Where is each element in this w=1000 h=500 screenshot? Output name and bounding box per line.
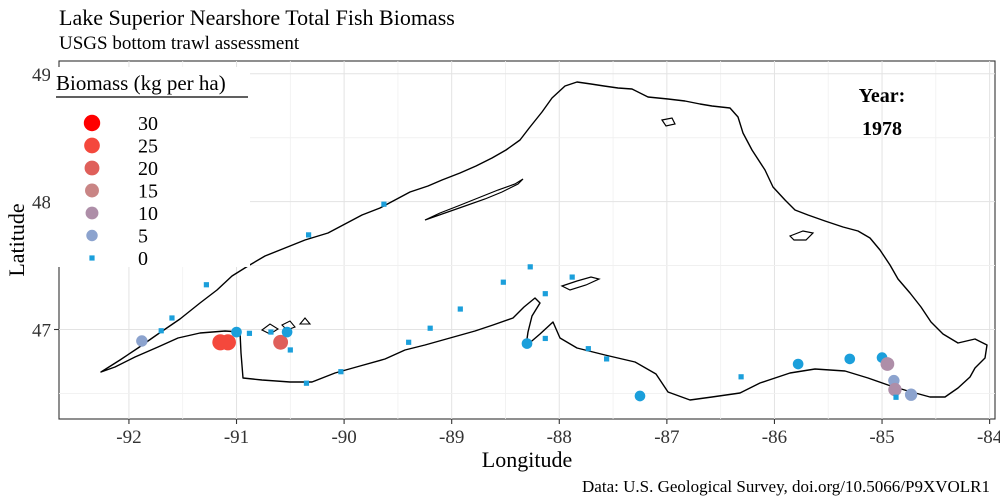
survey-point xyxy=(268,329,274,335)
legend-background xyxy=(50,67,250,267)
survey-point xyxy=(792,358,804,370)
legend-label: 20 xyxy=(138,158,158,180)
x-tick-label: -84 xyxy=(977,427,1000,448)
x-tick-label: -87 xyxy=(654,427,679,448)
y-axis: 47 48 49 xyxy=(32,65,59,342)
survey-point xyxy=(169,315,175,321)
survey-point xyxy=(231,326,242,338)
legend-label: 15 xyxy=(138,181,158,203)
legend-label: 0 xyxy=(138,248,148,270)
survey-point xyxy=(604,356,610,362)
survey-point xyxy=(273,334,289,350)
year-label: Year: xyxy=(859,85,906,107)
legend-key xyxy=(84,160,100,176)
survey-point xyxy=(904,388,918,401)
x-axis-label: Longitude xyxy=(482,447,572,472)
legend-key xyxy=(84,137,100,154)
x-axis: -92 -91 -90 -89 -88 -87 -86 -85 -84 xyxy=(116,419,1000,448)
y-tick-label: 49 xyxy=(32,65,51,86)
keweenaw-island xyxy=(560,276,601,291)
survey-point xyxy=(381,201,387,207)
survey-point xyxy=(542,291,548,297)
x-tick-label: -86 xyxy=(762,427,787,448)
survey-point xyxy=(338,369,344,375)
legend-key xyxy=(85,183,99,198)
survey-point xyxy=(427,325,433,331)
survey-point xyxy=(219,334,236,351)
michipicoten-island xyxy=(661,117,676,127)
y-tick-label: 48 xyxy=(32,193,51,214)
legend-label: 5 xyxy=(138,226,148,248)
survey-point xyxy=(303,380,310,386)
survey-point xyxy=(203,282,209,288)
survey-point xyxy=(521,338,533,349)
survey-point xyxy=(306,232,312,238)
legend-label: 10 xyxy=(138,203,158,225)
chart-subtitle: USGS bottom trawl assessment xyxy=(59,33,300,54)
x-tick-label: -89 xyxy=(439,427,464,448)
chart-title: Lake Superior Nearshore Total Fish Bioma… xyxy=(59,5,455,30)
survey-point xyxy=(136,335,148,347)
grand-island xyxy=(788,230,815,241)
legend-key xyxy=(86,229,98,242)
x-tick-label: -85 xyxy=(869,427,894,448)
survey-point xyxy=(844,353,856,365)
legend-title: Biomass (kg per ha) xyxy=(56,71,226,95)
survey-point xyxy=(880,357,895,371)
x-tick-label: -90 xyxy=(331,427,356,448)
survey-point xyxy=(158,328,164,334)
legend-label: 25 xyxy=(138,136,158,158)
survey-point xyxy=(893,394,899,400)
survey-point xyxy=(888,382,902,397)
legend-key xyxy=(85,206,99,220)
survey-point xyxy=(634,390,646,402)
survey-point xyxy=(281,326,293,338)
legend-key xyxy=(89,255,95,261)
survey-point xyxy=(527,264,533,270)
survey-point xyxy=(585,346,591,352)
x-tick-label: -91 xyxy=(224,427,249,448)
x-tick-label: -88 xyxy=(547,427,572,448)
survey-point xyxy=(738,374,744,380)
survey-point xyxy=(287,347,293,353)
survey-point xyxy=(500,279,506,285)
legend-key xyxy=(83,114,101,132)
isle-royale xyxy=(424,178,524,221)
data-source-caption: Data: U.S. Geological Survey, doi.org/10… xyxy=(582,477,990,496)
survey-point xyxy=(542,335,548,342)
y-axis-label: Latitude xyxy=(4,203,29,276)
y-tick-label: 47 xyxy=(32,321,51,342)
survey-point xyxy=(457,306,463,312)
x-tick-label: -92 xyxy=(116,427,141,448)
legend-label: 30 xyxy=(138,113,158,135)
survey-point xyxy=(246,330,253,336)
survey-point xyxy=(406,339,412,345)
year-value: 1978 xyxy=(862,118,902,140)
lake-superior-shoreline xyxy=(100,81,988,401)
biomass-points xyxy=(136,201,918,402)
survey-point xyxy=(569,274,575,280)
